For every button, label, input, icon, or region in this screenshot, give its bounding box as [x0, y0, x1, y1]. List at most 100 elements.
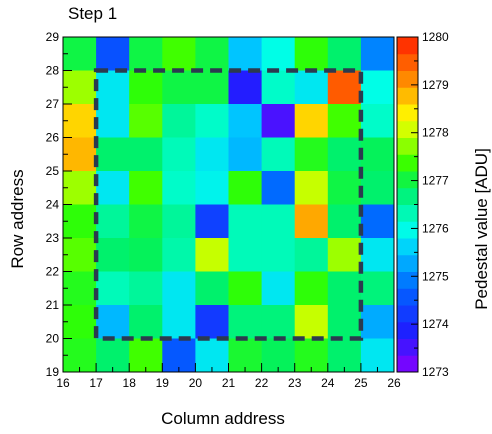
x-tick-label: 16 [56, 376, 70, 390]
heatmap-cell [261, 338, 296, 373]
heatmap-cell [294, 204, 329, 239]
colorbar-label: Pedestal value [ADU] [472, 148, 491, 310]
heatmap-cell [261, 104, 296, 138]
heatmap-cell [63, 171, 97, 205]
x-tick-label: 25 [354, 376, 368, 390]
heatmap-cell [129, 104, 163, 138]
heatmap-cell [63, 70, 97, 105]
colorbar-band [397, 204, 418, 222]
heatmap-cell [228, 37, 263, 71]
x-tick-label: 21 [222, 376, 236, 390]
heatmap-cell [162, 204, 196, 239]
heatmap-cell [261, 171, 296, 205]
heatmap-cell [327, 137, 362, 172]
heatmap-cell [294, 137, 329, 172]
heatmap-cell [360, 37, 395, 71]
heatmap-cell [327, 204, 362, 239]
x-tick-label: 17 [89, 376, 103, 390]
heatmap-cell [195, 305, 229, 339]
heatmap-cell [129, 338, 163, 373]
heatmap-cell [96, 305, 130, 339]
heatmap-cell [195, 171, 229, 205]
heatmap-cell [63, 37, 97, 71]
y-tick-label: 19 [46, 365, 60, 379]
heatmap-cell [294, 70, 329, 105]
heatmap-cell [162, 271, 196, 306]
heatmap-cell [261, 271, 296, 306]
heatmap-cell [327, 104, 362, 138]
heatmap-cell [327, 305, 362, 339]
heatmap-cell [261, 204, 296, 239]
heatmap-cell [162, 104, 196, 138]
heatmap-cell [228, 171, 263, 205]
heatmap-cell [129, 171, 163, 205]
x-tick-label: 18 [123, 376, 137, 390]
heatmap-cell [360, 104, 395, 138]
colorbar-band [397, 120, 418, 138]
colorbar-tick-label: 1280 [422, 30, 449, 44]
heatmap-cell [327, 338, 362, 373]
heatmap-cell [63, 137, 97, 172]
colorbar-band [397, 221, 418, 239]
heatmap-cell [195, 137, 229, 172]
y-axis-ticks: 19 20 21 22 23 24 25 26 27 28 29 [46, 30, 72, 379]
highlight-region [93, 68, 364, 341]
heatmap-cell [228, 204, 263, 239]
heatmap-cell [327, 70, 362, 105]
heatmap-cell [294, 104, 329, 138]
y-tick-label: 29 [46, 30, 60, 44]
heatmap-cell [360, 305, 395, 339]
heatmap-cell [360, 338, 395, 373]
y-tick-label: 23 [46, 231, 60, 245]
heatmap-cell [294, 238, 329, 272]
heatmap-cell [96, 338, 130, 373]
heatmap-cell [360, 238, 395, 272]
heatmap-cell [96, 70, 130, 105]
heatmap-cell [96, 271, 130, 306]
heatmap-cell [162, 338, 196, 373]
heatmap-cell [294, 271, 329, 306]
heatmap-cell [162, 171, 196, 205]
colorbar-band [397, 87, 418, 105]
x-tick-label: 19 [156, 376, 170, 390]
heatmap-cell [63, 238, 97, 272]
heatmap-cell [360, 70, 395, 105]
heatmap-cell [228, 271, 263, 306]
colorbar-band [397, 288, 418, 306]
heatmap-cell [96, 171, 130, 205]
heatmap-cell [129, 37, 163, 71]
heatmap-cell [195, 70, 229, 105]
heatmap-cell [261, 37, 296, 71]
heatmap-cell [63, 338, 97, 373]
heatmap-cell [327, 171, 362, 205]
colorbar-tick-label: 1277 [422, 174, 449, 188]
heatmap-cell [96, 37, 130, 71]
colorbar-band [397, 137, 418, 155]
colorbar-tick-label: 1278 [422, 126, 449, 140]
y-tick-label: 22 [46, 265, 60, 279]
heatmap-cell [228, 104, 263, 138]
colorbar-band [397, 53, 418, 71]
heatmap-cell [129, 238, 163, 272]
colorbar-band [397, 238, 418, 256]
heatmap-cell [96, 104, 130, 138]
y-tick-label: 26 [46, 131, 60, 145]
heatmap-cell [294, 338, 329, 373]
y-axis-label: Row address [8, 169, 27, 268]
y-tick-label: 27 [46, 97, 60, 111]
heatmap-cell [96, 204, 130, 239]
x-axis-ticks: 16 17 18 19 20 21 22 23 24 25 26 [56, 363, 401, 390]
colorbar-band [397, 338, 418, 356]
heatmap-cell [162, 305, 196, 339]
colorbar-tick-label: 1279 [422, 78, 449, 92]
colorbar-tick-label: 1276 [422, 221, 449, 235]
heatmap-cell [129, 271, 163, 306]
y-tick-label: 25 [46, 164, 60, 178]
heatmap-cell [195, 204, 229, 239]
heatmap-cell [294, 171, 329, 205]
colorbar: 1273 1274 1275 1276 1277 1278 1279 1280 [396, 30, 449, 379]
colorbar-band [397, 171, 418, 189]
heatmap-cell [63, 271, 97, 306]
x-tick-label: 22 [255, 376, 269, 390]
